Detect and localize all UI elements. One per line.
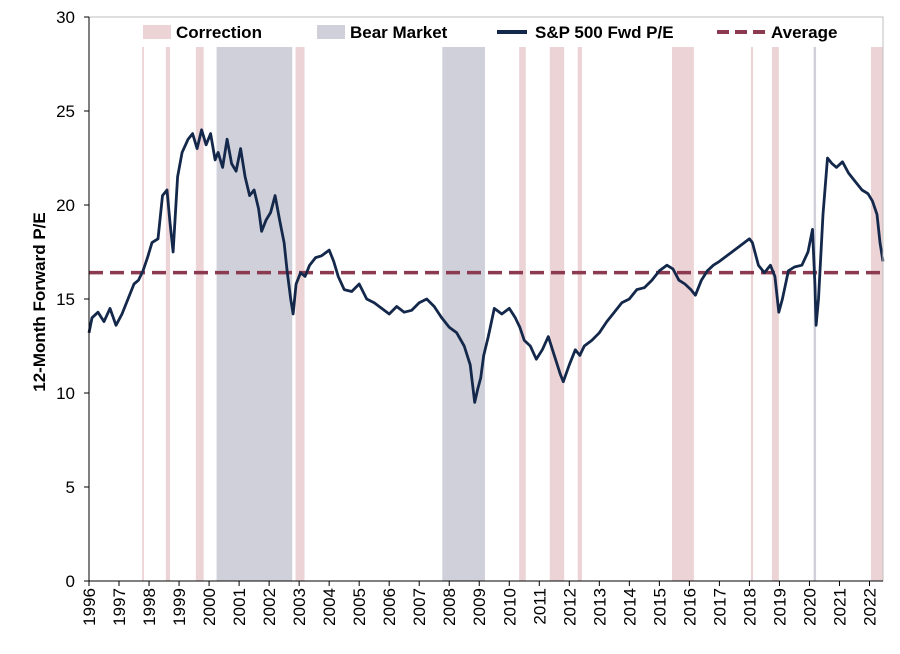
- correction-band: [519, 47, 526, 581]
- x-axis: 1996 1997 1998 1999 2000 2001 2002 2003 2004 2005…: [80, 581, 880, 626]
- x-tick-label: 2008: [440, 588, 459, 626]
- x-tick-label: 2011: [530, 588, 549, 625]
- bear-market-band: [216, 47, 293, 581]
- correction-band: [195, 47, 204, 581]
- y-axis: 0 5 10 15 20 25 30: [56, 8, 89, 591]
- x-tick-label: 2020: [801, 588, 820, 626]
- x-tick-label: 2004: [320, 588, 339, 626]
- x-tick-label: 2017: [710, 588, 729, 626]
- x-tick-label: 2005: [350, 588, 369, 626]
- x-tick-label: 2014: [620, 588, 639, 626]
- correction-band: [165, 47, 171, 581]
- correction-band: [142, 47, 144, 581]
- x-tick-label: 2019: [770, 588, 789, 626]
- x-tick-label: 2007: [410, 588, 429, 626]
- y-tick-label: 10: [56, 384, 75, 403]
- plot-border: [88, 16, 884, 582]
- correction-band: [549, 47, 565, 581]
- correction-band: [671, 47, 694, 581]
- x-tick-label: 2021: [831, 588, 850, 626]
- x-tick-label: 2013: [590, 588, 609, 626]
- legend-label: Average: [771, 23, 837, 42]
- plot-frame: [88, 16, 884, 582]
- x-tick-label: 1998: [140, 588, 159, 626]
- correction-band: [870, 47, 883, 581]
- x-tick-label: 2009: [470, 588, 489, 626]
- legend: Correction Bear Market S&P 500 Fwd P/E Aver…: [143, 23, 837, 42]
- x-tick-label: 2018: [740, 588, 759, 626]
- x-tick-label: 2015: [650, 588, 669, 626]
- x-tick-label: 2002: [260, 588, 279, 626]
- x-tick-label: 2000: [200, 588, 219, 626]
- correction-band: [295, 47, 305, 581]
- y-tick-label: 30: [56, 8, 75, 27]
- x-tick-label: 2012: [560, 588, 579, 626]
- correction-band: [750, 47, 754, 581]
- bear-market-band: [442, 47, 485, 581]
- legend-swatch-correction: [143, 25, 171, 39]
- pe-series-line: [87, 128, 885, 404]
- x-tick-label: 2006: [380, 588, 399, 626]
- series-layer: [87, 128, 885, 404]
- x-tick-label: 1999: [170, 588, 189, 626]
- y-tick-label: 5: [66, 478, 75, 497]
- y-axis-title: 12-Month Forward P/E: [30, 212, 49, 391]
- y-tick-label: 15: [56, 290, 75, 309]
- legend-label: S&P 500 Fwd P/E: [535, 23, 674, 42]
- y-tick-label: 20: [56, 196, 75, 215]
- x-tick-label: 2016: [680, 588, 699, 626]
- x-tick-label: 1997: [110, 588, 129, 626]
- legend-label: Correction: [176, 23, 262, 42]
- correction-band: [771, 47, 779, 581]
- correction-band: [577, 47, 582, 581]
- x-tick-label: 2003: [290, 588, 309, 626]
- x-tick-label: 2022: [861, 588, 880, 626]
- x-tick-label: 2010: [500, 588, 519, 626]
- legend-swatch-bear-market: [317, 25, 345, 39]
- y-tick-label: 0: [66, 572, 75, 591]
- x-tick-label: 1996: [80, 588, 99, 626]
- y-tick-label: 25: [56, 102, 75, 121]
- legend-label: Bear Market: [350, 23, 448, 42]
- x-tick-label: 2001: [230, 588, 249, 626]
